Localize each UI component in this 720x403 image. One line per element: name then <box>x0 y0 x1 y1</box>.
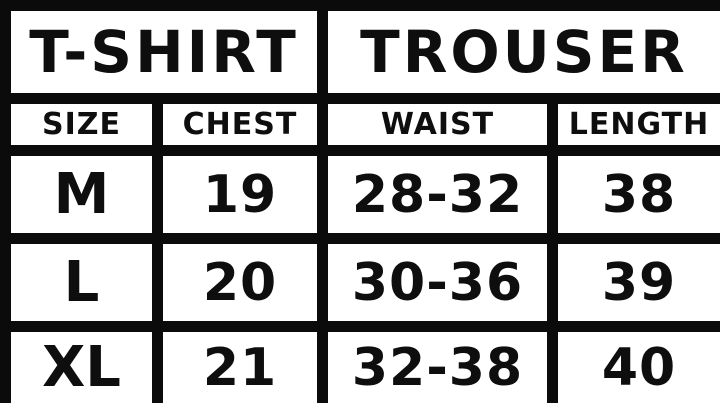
table-row-xl: XL 21 32-38 40 <box>0 321 720 403</box>
waist-cell: 30-36 <box>317 233 558 332</box>
trouser-group-header: TROUSER <box>317 0 720 104</box>
col-header-chest: CHEST <box>152 93 328 156</box>
length-cell: 39 <box>547 233 720 332</box>
col-header-length: LENGTH <box>547 93 720 156</box>
chest-cell: 21 <box>152 321 328 403</box>
table-row-l: L 20 30-36 39 <box>0 233 720 332</box>
length-cell: 40 <box>547 321 720 403</box>
group-header-row: T-SHIRT TROUSER <box>0 0 720 104</box>
size-cell: XL <box>0 321 163 403</box>
chest-cell: 19 <box>152 145 328 244</box>
chest-cell: 20 <box>152 233 328 332</box>
tshirt-group-header: T-SHIRT <box>0 0 328 104</box>
size-cell: M <box>0 145 163 244</box>
col-header-size: SIZE <box>0 93 163 156</box>
table-row-m: M 19 28-32 38 <box>0 145 720 244</box>
length-cell: 38 <box>547 145 720 244</box>
column-header-row: SIZE CHEST WAIST LENGTH <box>0 93 720 156</box>
col-header-waist: WAIST <box>317 93 558 156</box>
waist-cell: 32-38 <box>317 321 558 403</box>
size-cell: L <box>0 233 163 332</box>
waist-cell: 28-32 <box>317 145 558 244</box>
